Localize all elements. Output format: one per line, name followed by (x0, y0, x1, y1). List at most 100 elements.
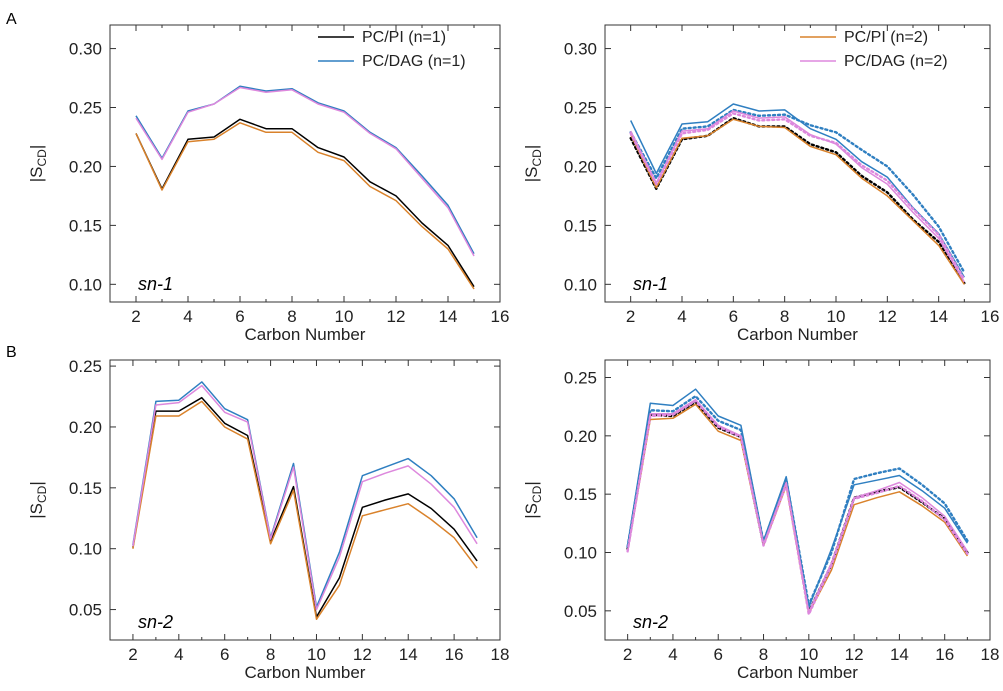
series-line-2 (626, 403, 969, 614)
x-tick-label: 4 (668, 645, 677, 664)
y-tick-label: 0.25 (564, 369, 597, 388)
x-tick-label: 18 (491, 645, 510, 664)
series-line-6 (629, 112, 966, 281)
x-axis-label: Carbon Number (737, 663, 858, 682)
y-axis-label-subscript: CD (35, 485, 49, 503)
chain-annotation: sn-1 (138, 274, 173, 294)
y-axis-label-main: |S (522, 167, 541, 183)
legend-entry: PC/PI (n=1) (362, 29, 446, 46)
y-axis-label-end: | (27, 145, 46, 149)
y-axis-label-end: | (522, 145, 541, 149)
y-axis-label-subscript: CD (530, 485, 544, 503)
y-axis-label: |SCD| (522, 145, 544, 183)
x-tick-label: 16 (981, 307, 1000, 326)
x-tick-label: 8 (287, 307, 296, 326)
chain-annotation: sn-2 (138, 612, 173, 632)
y-tick-label: 0.20 (69, 418, 102, 437)
x-tick-label: 2 (623, 645, 632, 664)
series-line-3 (132, 381, 478, 608)
series-line-4 (135, 86, 475, 257)
chart-panel-3: 2 4 6 8 10 12 14 16 18 0.05 0.10 0.15 0.20 0.25 Carbon… (27, 357, 509, 682)
series-line-5 (626, 398, 969, 613)
x-tick-label: 12 (878, 307, 897, 326)
x-tick-label: 6 (729, 307, 738, 326)
x-tick-label: 16 (445, 645, 464, 664)
y-tick-label: 0.20 (69, 157, 102, 176)
x-axis-label: Carbon Number (737, 325, 858, 344)
chain-annotation: sn-2 (633, 612, 668, 632)
y-tick-label: 0.15 (69, 479, 102, 498)
y-tick-label: 0.20 (564, 427, 597, 446)
x-tick-label: 12 (353, 645, 372, 664)
y-axis-label-subscript: CD (530, 149, 544, 167)
series-line-3 (135, 122, 475, 290)
y-tick-label: 0.25 (69, 357, 102, 376)
plot-frame (109, 24, 501, 303)
legend-entry: PC/DAG (n=2) (844, 53, 948, 70)
x-tick-label: 10 (799, 645, 818, 664)
y-axis-label-main: |S (27, 167, 46, 183)
y-axis-label: |SCD| (27, 145, 49, 183)
x-tick-label: 12 (387, 307, 406, 326)
y-tick-label: 0.15 (69, 216, 102, 235)
y-tick-label: 0.15 (564, 485, 597, 504)
plot-frame (109, 359, 501, 641)
y-tick-label: 0.10 (564, 544, 597, 563)
y-tick-label: 0.15 (564, 216, 597, 235)
x-tick-label: 4 (183, 307, 192, 326)
series-line-1 (135, 118, 475, 288)
y-axis-label-end: | (522, 481, 541, 485)
plot-frame (604, 359, 991, 641)
y-tick-label: 0.05 (564, 602, 597, 621)
y-tick-label: 0.20 (564, 157, 597, 176)
chart-panel-4: 2 4 6 8 10 12 14 16 18 0.05 0.10 0.15 0.20 0.25 Carbon… (522, 359, 1000, 682)
x-tick-label: 4 (174, 645, 183, 664)
legend-entry: PC/DAG (n=1) (362, 53, 466, 70)
x-tick-label: 10 (827, 307, 846, 326)
y-axis-label-subscript: CD (35, 149, 49, 167)
y-tick-label: 0.10 (69, 275, 102, 294)
y-tick-label: 0.10 (69, 540, 102, 559)
y-tick-label: 0.05 (69, 601, 102, 620)
x-tick-label: 16 (935, 645, 954, 664)
chart-panel-1: 2 4 6 8 10 12 14 16 0.10 0.15 0.20 0.25 0.30 Carbon N… (27, 24, 510, 344)
x-tick-label: 2 (131, 307, 140, 326)
x-tick-label: 6 (235, 307, 244, 326)
series-line-2 (135, 85, 475, 255)
x-tick-label: 18 (981, 645, 1000, 664)
series-line-4 (630, 118, 965, 285)
x-tick-label: 8 (780, 307, 789, 326)
panel-tag-b: B (6, 344, 17, 361)
x-axis-label: Carbon Number (245, 325, 366, 344)
y-tick-label: 0.10 (564, 275, 597, 294)
x-tick-label: 6 (220, 645, 229, 664)
y-tick-label: 0.25 (564, 99, 597, 118)
y-tick-label: 0.30 (69, 40, 102, 59)
legend-entry: PC/PI (n=2) (844, 29, 928, 46)
x-tick-label: 14 (399, 645, 418, 664)
series-line-2 (132, 400, 478, 621)
x-tick-label: 8 (759, 645, 768, 664)
x-tick-label: 12 (845, 645, 864, 664)
plot-frame (604, 24, 991, 303)
y-axis-label: |SCD| (27, 481, 49, 519)
x-tick-label: 14 (929, 307, 948, 326)
y-tick-label: 0.30 (564, 40, 597, 59)
x-tick-label: 8 (266, 645, 275, 664)
chain-annotation: sn-1 (633, 274, 668, 294)
x-tick-label: 14 (439, 307, 458, 326)
x-tick-label: 6 (714, 645, 723, 664)
series-line-1 (132, 396, 478, 618)
y-axis-label-main: |S (27, 503, 46, 519)
x-tick-label: 16 (491, 307, 510, 326)
series-line-4 (626, 395, 969, 607)
panel-tag-a: A (6, 11, 17, 28)
series-line-3 (630, 103, 965, 278)
chart-panel-2: 2 4 6 8 10 12 14 16 0.10 0.15 0.20 0.25 0.30 Carbon N… (522, 24, 1000, 344)
y-axis-label: |SCD| (522, 481, 544, 519)
series-line-1 (626, 400, 969, 614)
series-line-1 (629, 116, 966, 285)
x-tick-label: 2 (128, 645, 137, 664)
